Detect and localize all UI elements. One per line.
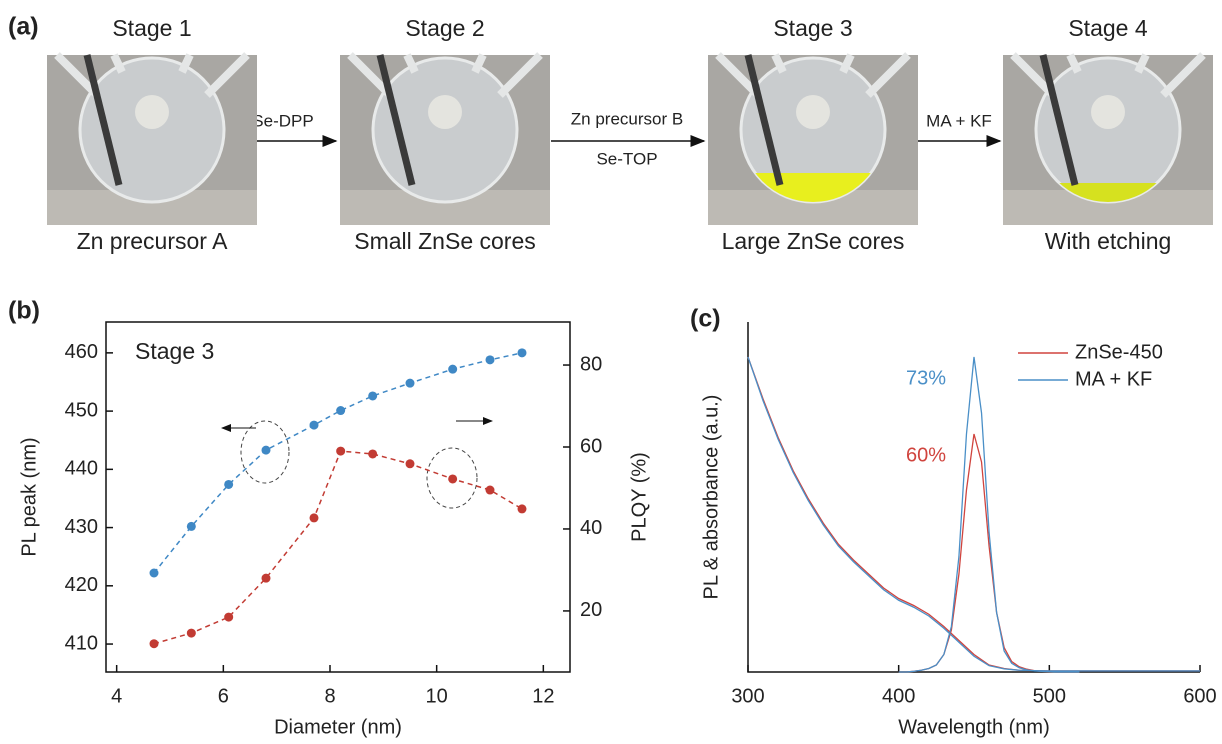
step-label: Se-DPP [252, 111, 313, 130]
y2-tick-label: 80 [580, 353, 602, 375]
y2-tick-label: 20 [580, 599, 602, 621]
step-label: Se-TOP [596, 149, 657, 168]
stage-title: Stage 1 [112, 15, 191, 41]
data-point [224, 613, 233, 622]
annotation: Stage 3 [135, 338, 214, 364]
panel-label: (c) [690, 305, 721, 333]
data-point [187, 522, 196, 531]
data-point [368, 449, 377, 458]
data-point [336, 406, 345, 415]
x-tick-label: 4 [111, 685, 122, 707]
y-tick-label: 450 [65, 399, 98, 421]
plot-frame [106, 322, 570, 672]
x-axis-label: Diameter (nm) [274, 716, 402, 738]
stir-bar [796, 95, 830, 129]
flask [373, 58, 517, 202]
x-tick-label: 10 [426, 685, 448, 707]
stage-title: Stage 3 [773, 15, 852, 41]
y2-tick-label: 60 [580, 435, 602, 457]
stage-caption: Zn precursor A [77, 228, 228, 254]
data-point [336, 447, 345, 456]
data-point [310, 513, 319, 522]
x-tick-label: 8 [324, 685, 335, 707]
data-point [518, 348, 527, 357]
stir-bar [1091, 95, 1125, 129]
y-tick-label: 420 [65, 574, 98, 596]
flask [1036, 58, 1180, 202]
data-point [518, 504, 527, 513]
data-point [448, 474, 457, 483]
flask [80, 58, 224, 202]
data-point [224, 480, 233, 489]
pl-line [899, 434, 1080, 672]
data-point [448, 365, 457, 374]
x-tick-label: 400 [882, 685, 915, 707]
step-label: MA + KF [926, 111, 992, 130]
y-tick-label: 430 [65, 516, 98, 538]
stir-bar [135, 95, 169, 129]
flask-photo [340, 55, 550, 325]
data-point [262, 574, 271, 583]
flask-photo [1003, 55, 1213, 303]
x-tick-label: 12 [532, 685, 554, 707]
series-line [154, 353, 522, 573]
flask-photo [47, 55, 257, 335]
stage-title: Stage 2 [405, 15, 484, 41]
step-label: Zn precursor B [571, 109, 683, 128]
stage-title: Stage 4 [1068, 15, 1147, 41]
stage-caption: With etching [1045, 228, 1172, 254]
data-point [150, 568, 159, 577]
x-tick-label: 500 [1033, 685, 1066, 707]
series-line [154, 451, 522, 644]
legend-label: MA + KF [1075, 368, 1152, 390]
absorbance-line [748, 357, 1200, 671]
y-tick-label: 410 [65, 632, 98, 654]
stir-bar [428, 95, 462, 129]
y2-tick-label: 40 [580, 517, 602, 539]
y-axis-label: PL peak (nm) [18, 437, 40, 556]
y-axis-label: PL & absorbance (a.u.) [700, 395, 722, 600]
data-point [310, 421, 319, 430]
y-tick-label: 460 [65, 341, 98, 363]
y-tick-label: 440 [65, 458, 98, 480]
data-point [486, 355, 495, 364]
stage-caption: Large ZnSe cores [722, 228, 905, 254]
peak-label: 73% [906, 367, 946, 389]
panel-label: (a) [8, 13, 39, 41]
data-point [187, 629, 196, 638]
x-axis-label: Wavelength (nm) [898, 716, 1050, 738]
peak-label: 60% [906, 444, 946, 466]
data-point [150, 639, 159, 648]
data-point [406, 459, 415, 468]
stage-caption: Small ZnSe cores [354, 228, 536, 254]
data-point [486, 486, 495, 495]
pl-line [899, 357, 1080, 672]
figure: (a) Se-DPP Zn precursor B Se-TOP MA + KF… [0, 0, 1222, 744]
legend-label: ZnSe-450 [1075, 341, 1163, 363]
x-tick-label: 6 [218, 685, 229, 707]
panel-label: (b) [8, 297, 40, 325]
y2-axis-label: PLQY (%) [628, 452, 650, 542]
x-tick-label: 600 [1183, 685, 1216, 707]
data-point [262, 446, 271, 455]
data-point [368, 391, 377, 400]
data-point [406, 379, 415, 388]
x-tick-label: 300 [731, 685, 764, 707]
flask-photo [708, 55, 918, 293]
